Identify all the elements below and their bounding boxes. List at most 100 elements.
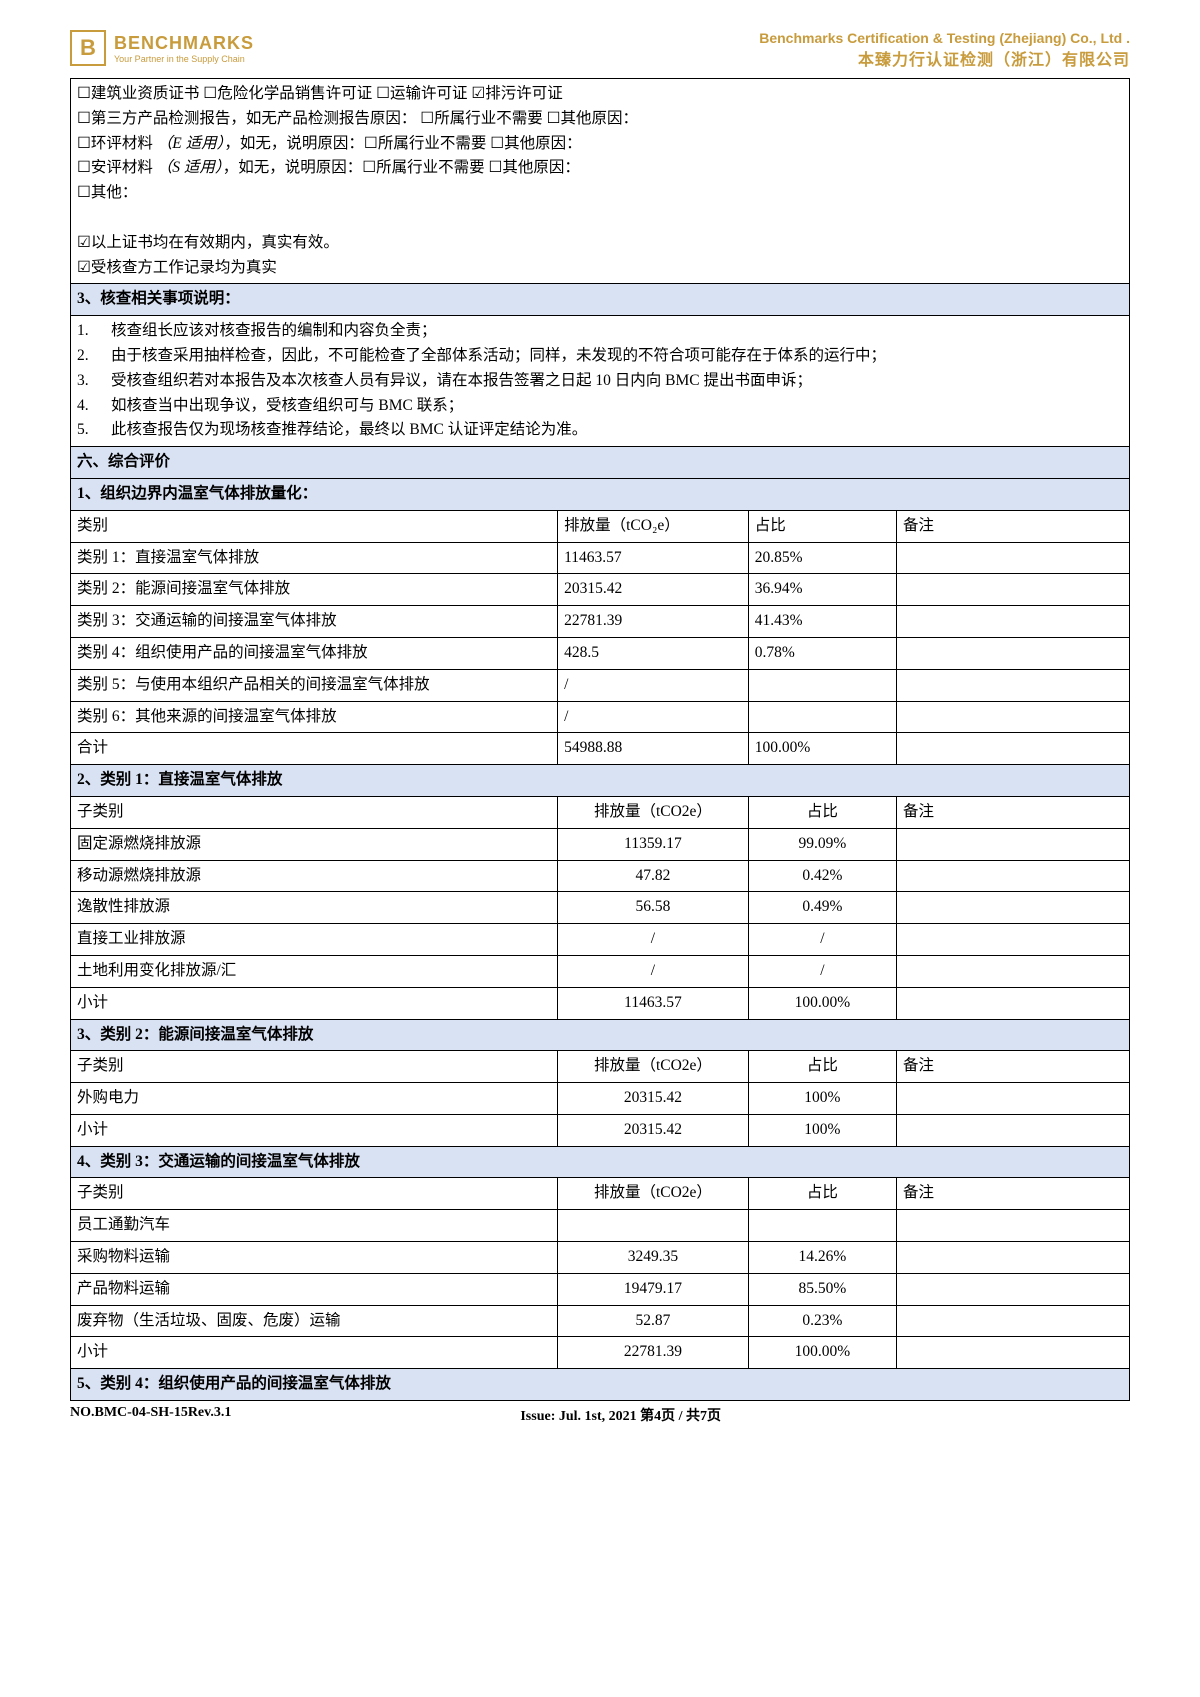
cat2-header-row: 子类别 排放量（tCO2e） 占比 备注 — [71, 1051, 1130, 1083]
table-cell: 员工通勤汽车 — [71, 1210, 558, 1242]
table-cell: 428.5 — [558, 637, 749, 669]
table-cell: 85.50% — [748, 1273, 896, 1305]
list-number: 3. — [77, 369, 111, 394]
cat3-title: 4、类别 3：交通运输的间接温室气体排放 — [71, 1146, 1130, 1178]
list-text: 核查组长应该对核查报告的编制和内容负全责； — [111, 319, 437, 344]
list-number: 2. — [77, 344, 111, 369]
table-cell: 0.78% — [748, 637, 896, 669]
table-row: 类别 6：其他来源的间接温室气体排放/ — [71, 701, 1130, 733]
table-cell: 类别 1：直接温室气体排放 — [71, 542, 558, 574]
checkbox-item — [471, 85, 485, 102]
table-cell: 直接工业排放源 — [71, 924, 558, 956]
table-cell: 0.42% — [748, 860, 896, 892]
table-cell: 47.82 — [558, 860, 749, 892]
footer-doc-no: NO.BMC-04-SH-15Rev.3.1 — [70, 1405, 231, 1425]
cert-line: 建筑业资质证书 危险化学品销售许可证 运输许可证 排污许可证 — [77, 82, 1123, 107]
checkbox-item — [77, 259, 91, 276]
table-cell: 20315.42 — [558, 1083, 749, 1115]
page-footer: NO.BMC-04-SH-15Rev.3.1 Issue: Jul. 1st, … — [70, 1405, 1130, 1425]
table-row: 类别 3：交通运输的间接温室气体排放22781.3941.43% — [71, 606, 1130, 638]
table-cell — [896, 669, 1129, 701]
table-row: 逸散性排放源56.580.49% — [71, 892, 1130, 924]
cat3-subtotal-n — [896, 1337, 1129, 1369]
table-cell — [896, 892, 1129, 924]
cat1-col-n: 备注 — [896, 796, 1129, 828]
checkbox-item — [376, 85, 390, 102]
col-emission: 排放量（tCO₂e） — [558, 510, 749, 542]
checkbox-item — [362, 159, 376, 176]
total-emission: 54988.88 — [558, 733, 749, 765]
checkbox-label: 以上证书均在有效期内，真实有效。 — [91, 234, 339, 251]
checkbox-label: 其他： — [91, 184, 138, 201]
list-number: 1. — [77, 319, 111, 344]
table-cell — [558, 1210, 749, 1242]
list-number: 4. — [77, 394, 111, 419]
table-cell: 56.58 — [558, 892, 749, 924]
checkbox-item — [77, 159, 91, 176]
table-cell — [896, 955, 1129, 987]
table-cell: 52.87 — [558, 1305, 749, 1337]
table-cell: / — [748, 924, 896, 956]
checkbox-label: 所属行业不需要 — [434, 110, 546, 127]
sec3-item: 4.如核查当中出现争议，受核查组织可与 BMC 联系； — [77, 394, 1123, 419]
table-cell: 20315.42 — [558, 574, 749, 606]
checkbox-label: 受核查方工作记录均为真实 — [91, 259, 277, 276]
table-row: 类别 1：直接温室气体排放11463.5720.85% — [71, 542, 1130, 574]
logo-brand: BENCHMARKS — [114, 33, 254, 54]
table-cell: 固定源燃烧排放源 — [71, 828, 558, 860]
table-cell: / — [748, 955, 896, 987]
cat3-col-n: 备注 — [896, 1178, 1129, 1210]
table-cell — [748, 1210, 896, 1242]
checkbox-label: 所属行业不需要 — [376, 159, 488, 176]
list-text: 由于核查采用抽样检查，因此，不可能检查了全部体系活动；同样，未发现的不符合项可能… — [111, 344, 886, 369]
cat3-col-e: 排放量（tCO2e） — [558, 1178, 749, 1210]
checkbox-label: 第三方产品检测报告，如无产品检测报告原因： — [91, 110, 420, 127]
checkbox-item — [420, 110, 434, 127]
table-cell — [748, 701, 896, 733]
cat4-title: 5、类别 4：组织使用产品的间接温室气体排放 — [71, 1369, 1130, 1401]
table-row: 类别 5：与使用本组织产品相关的间接温室气体排放/ — [71, 669, 1130, 701]
cat2-subtotal-e: 20315.42 — [558, 1114, 749, 1146]
table-cell: 产品物料运输 — [71, 1273, 558, 1305]
table-cell: 类别 6：其他来源的间接温室气体排放 — [71, 701, 558, 733]
checkbox-item — [77, 110, 91, 127]
cat1-col-sub: 子类别 — [71, 796, 558, 828]
cert-line: 安评材料 （S 适用），如无，说明原因：所属行业不需要 其他原因： — [77, 156, 1123, 181]
table-cell: 废弃物（生活垃圾、固废、危废）运输 — [71, 1305, 558, 1337]
col-note: 备注 — [896, 510, 1129, 542]
cat1-subtotal-row: 小计 11463.57 100.00% — [71, 987, 1130, 1019]
document-table: 建筑业资质证书 危险化学品销售许可证 运输许可证 排污许可证 第三方产品检测报告… — [70, 78, 1130, 1401]
table-cell: 100% — [748, 1083, 896, 1115]
table-cell: 类别 2：能源间接温室气体排放 — [71, 574, 558, 606]
cat2-col-n: 备注 — [896, 1051, 1129, 1083]
table-cell — [896, 924, 1129, 956]
logo-tagline: Your Partner in the Supply Chain — [114, 54, 254, 64]
company-name-cn: 本臻力行认证检测（浙江）有限公司 — [759, 46, 1130, 70]
table-cell: 逸散性排放源 — [71, 892, 558, 924]
table-cell — [896, 1083, 1129, 1115]
cat1-subtotal-r: 100.00% — [748, 987, 896, 1019]
list-number: 5. — [77, 418, 111, 443]
cat3-col-sub: 子类别 — [71, 1178, 558, 1210]
table-cell: 采购物料运输 — [71, 1242, 558, 1274]
cert-footer-line: 受核查方工作记录均为真实 — [77, 256, 1123, 281]
cat2-title: 3、类别 2：能源间接温室气体排放 — [71, 1019, 1130, 1051]
table-cell — [896, 637, 1129, 669]
sec3-item: 2.由于核查采用抽样检查，因此，不可能检查了全部体系活动；同样，未发现的不符合项… — [77, 344, 1123, 369]
checkbox-item — [203, 85, 217, 102]
company-name-en: Benchmarks Certification & Testing (Zhej… — [759, 30, 1130, 46]
table-cell: / — [558, 924, 749, 956]
table-cell — [896, 860, 1129, 892]
col-ratio: 占比 — [748, 510, 896, 542]
cat3-header-row: 子类别 排放量（tCO2e） 占比 备注 — [71, 1178, 1130, 1210]
table-row: 员工通勤汽车 — [71, 1210, 1130, 1242]
table-cell: 类别 3：交通运输的间接温室气体排放 — [71, 606, 558, 638]
table-cell: / — [558, 669, 749, 701]
checkbox-label: 建筑业资质证书 — [91, 85, 203, 102]
cat2-subtotal-r: 100% — [748, 1114, 896, 1146]
table-cell: 36.94% — [748, 574, 896, 606]
cat3-col-r: 占比 — [748, 1178, 896, 1210]
cat2-col-r: 占比 — [748, 1051, 896, 1083]
section-3-body: 1.核查组长应该对核查报告的编制和内容负全责；2.由于核查采用抽样检查，因此，不… — [71, 316, 1130, 447]
table-cell: 0.49% — [748, 892, 896, 924]
